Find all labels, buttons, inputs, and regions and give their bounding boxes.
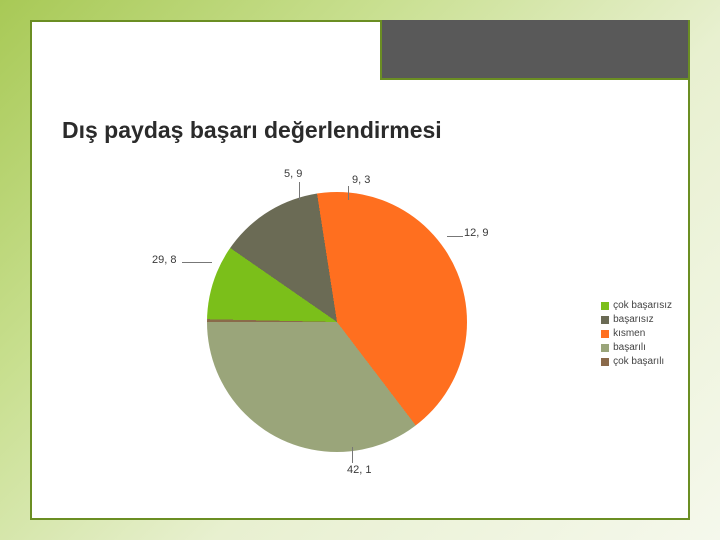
pie-container [207, 192, 467, 452]
legend: çok başarısız başarısız kısmen başarılı … [601, 297, 672, 370]
header-accent-box [380, 20, 690, 80]
leader-line [348, 186, 349, 200]
legend-swatch [601, 330, 609, 338]
slice-label-kismen: 42, 1 [347, 464, 371, 476]
pie-graphic [207, 192, 467, 452]
legend-swatch [601, 344, 609, 352]
legend-item-basarisiz: başarısız [601, 314, 672, 325]
slice-label-cok-basarili: 5, 9 [284, 168, 302, 180]
pie-chart: 5, 9 9, 3 12, 9 42, 1 29, 8 çok başarısı… [32, 162, 692, 512]
leader-line [182, 262, 212, 263]
legend-swatch [601, 358, 609, 366]
slide-frame: Dış paydaş başarı değerlendirmesi 5, 9 9… [30, 20, 690, 520]
legend-swatch [601, 302, 609, 310]
legend-item-cok-basarili: çok başarılı [601, 356, 672, 367]
legend-label: çok başarılı [613, 356, 664, 367]
leader-line [447, 236, 463, 237]
slide-title: Dış paydaş başarı değerlendirmesi [62, 117, 442, 144]
legend-label: kısmen [613, 328, 645, 339]
leader-line [352, 447, 353, 463]
legend-swatch [601, 316, 609, 324]
slice-label-basarisiz: 12, 9 [464, 227, 488, 239]
legend-label: başarılı [613, 342, 646, 353]
slice-label-cok-basarisiz: 9, 3 [352, 174, 370, 186]
background: Dış paydaş başarı değerlendirmesi 5, 9 9… [0, 0, 720, 540]
legend-item-basarili: başarılı [601, 342, 672, 353]
legend-label: başarısız [613, 314, 654, 325]
legend-item-kismen: kısmen [601, 328, 672, 339]
slice-label-basarili: 29, 8 [152, 254, 176, 266]
legend-label: çok başarısız [613, 300, 672, 311]
legend-item-cok-basarisiz: çok başarısız [601, 300, 672, 311]
leader-line [299, 182, 300, 200]
